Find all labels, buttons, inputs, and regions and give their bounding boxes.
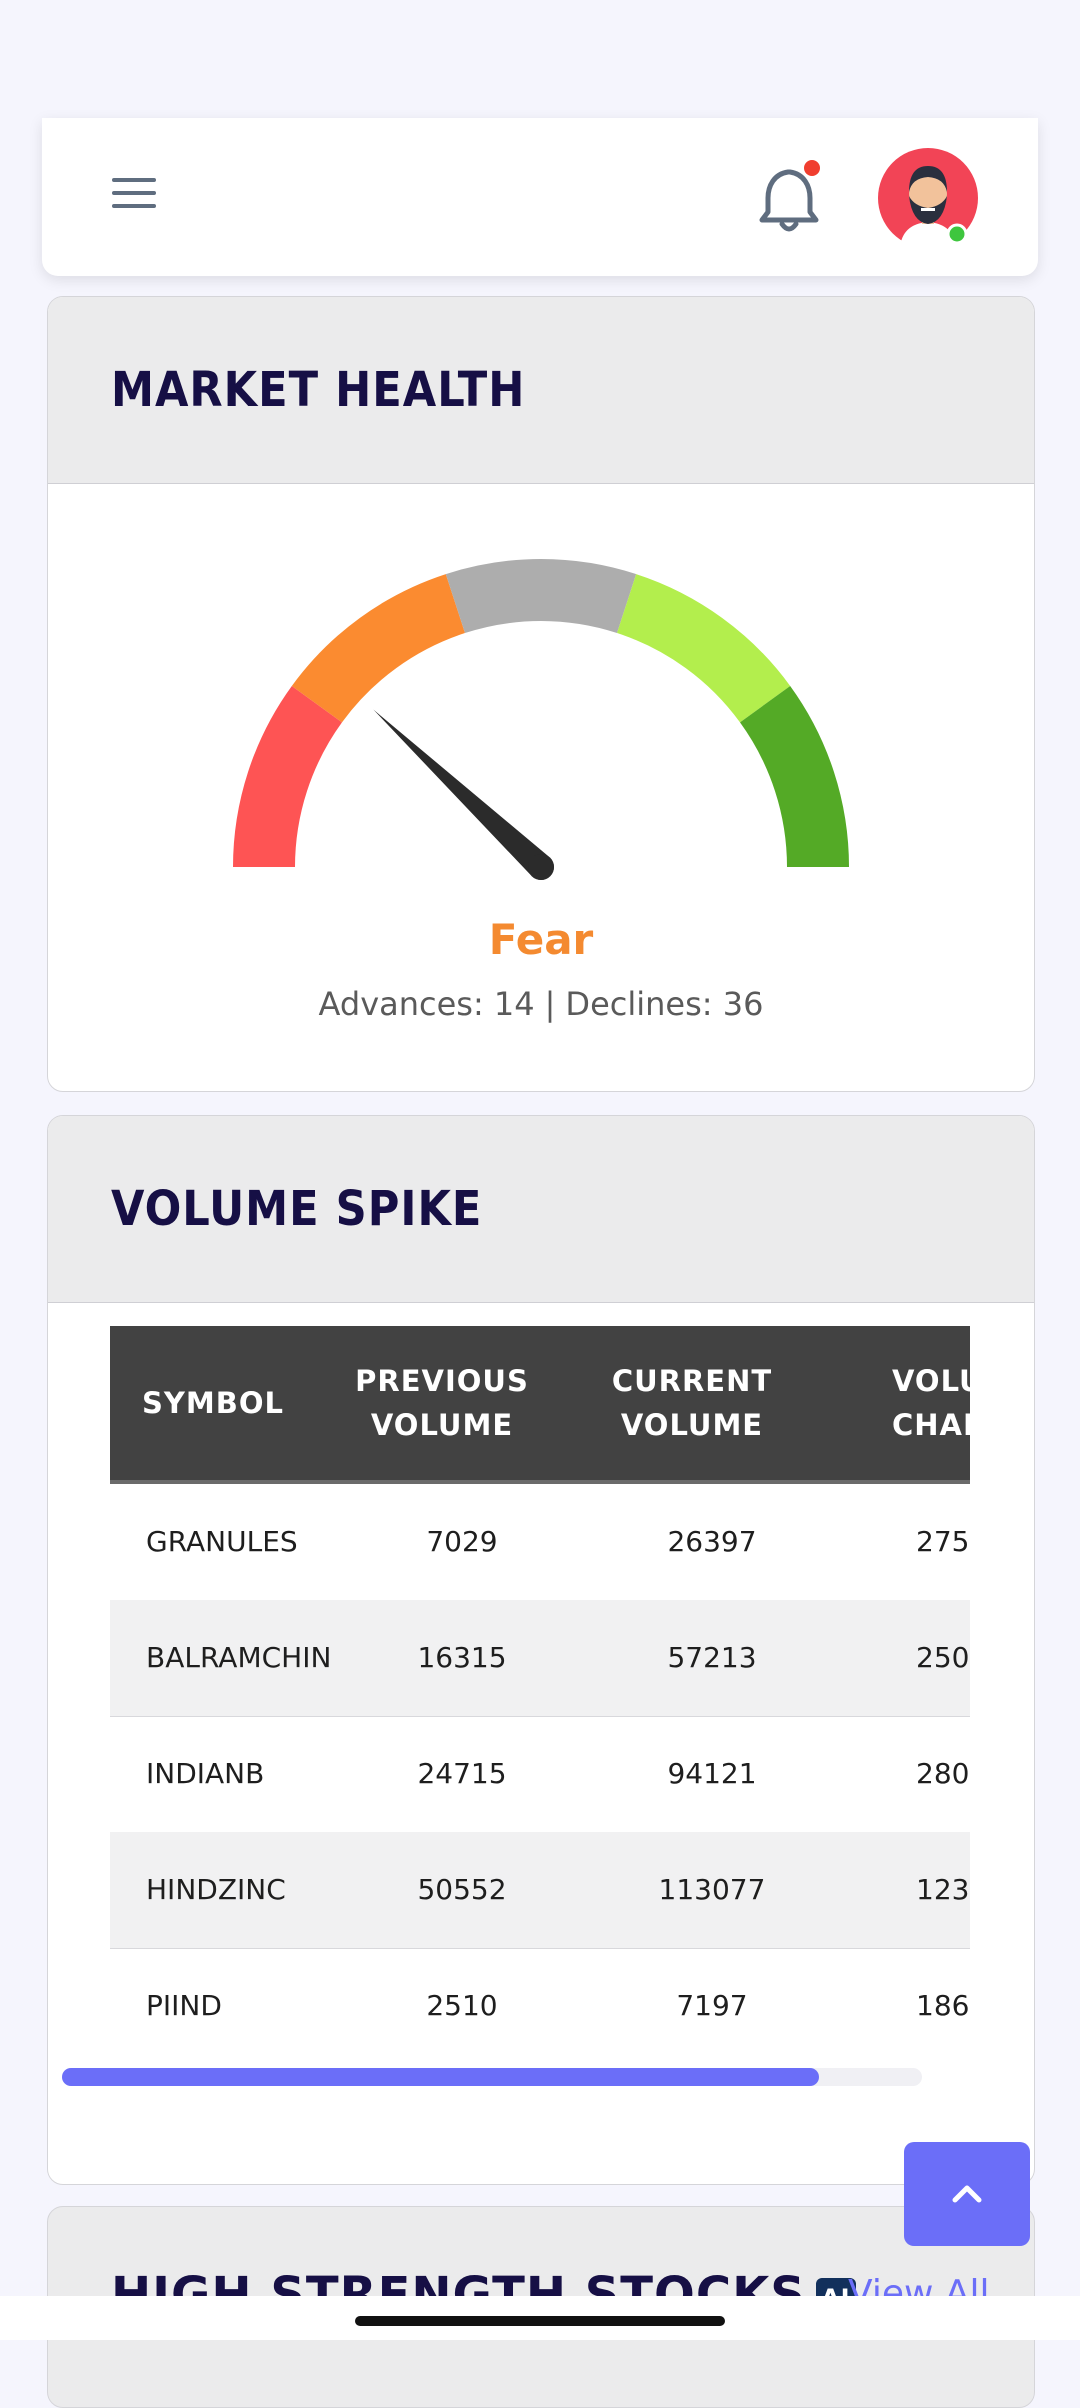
cell-volume-change: 186.	[916, 1989, 970, 2022]
hamburger-menu-icon[interactable]	[112, 178, 156, 212]
chevron-up-icon	[952, 2185, 982, 2203]
market-health-title: MARKET HEALTH	[111, 362, 526, 418]
notification-dot	[804, 160, 820, 176]
column-header-symbol[interactable]: SYMBOL	[142, 1386, 284, 1420]
table-row[interactable]: HINDZINC 50552 113077 123.	[110, 1832, 970, 1949]
cell-current-volume: 94121	[667, 1757, 757, 1790]
bell-icon[interactable]	[754, 158, 830, 238]
cell-volume-change: 250	[916, 1641, 970, 1674]
cell-volume-change: 275.	[916, 1525, 970, 1558]
market-health-header: MARKET HEALTH	[48, 297, 1034, 484]
sentiment-gauge	[233, 559, 849, 880]
scroll-to-top-button[interactable]	[904, 2142, 1030, 2246]
column-header-volume-change[interactable]: VOLUMECHANGE	[892, 1364, 970, 1442]
volume-spike-header: VOLUME SPIKE	[48, 1116, 1034, 1303]
market-health-card: MARKET HEALTH Fear Advances: 14 | Declines…	[47, 296, 1035, 1092]
gauge-needle	[373, 709, 554, 880]
table-row[interactable]: INDIANB 24715 94121 280.	[110, 1716, 970, 1833]
cell-previous-volume: 16315	[417, 1641, 507, 1674]
user-avatar[interactable]	[878, 148, 978, 248]
declines-count: Declines: 36	[565, 985, 764, 1023]
cell-current-volume: 26397	[667, 1525, 757, 1558]
sentiment-label: Fear	[488, 915, 594, 964]
cell-symbol: HINDZINC	[146, 1873, 286, 1906]
gauge-segment-2	[291, 574, 465, 723]
column-header-previous-volume[interactable]: PREVIOUS VOLUME	[355, 1364, 529, 1442]
scrollbar-thumb[interactable]	[62, 2068, 819, 2086]
separator: |	[544, 985, 556, 1023]
advances-count: Advances: 14	[318, 985, 535, 1023]
advances-declines-text: Advances: 14 | Declines: 36	[48, 985, 1034, 1023]
column-header-current-volume[interactable]: CURRENT VOLUME	[611, 1364, 773, 1442]
cell-previous-volume: 7029	[426, 1525, 498, 1558]
gauge-segment-1	[233, 685, 342, 867]
volume-spike-title: VOLUME SPIKE	[111, 1181, 483, 1237]
cell-symbol: PIIND	[146, 1989, 222, 2022]
gauge-segment-5	[740, 685, 849, 867]
status-bar-area	[0, 0, 1080, 118]
cell-symbol: BALRAMCHIN	[146, 1641, 332, 1674]
gauge-hub	[528, 854, 554, 880]
home-indicator	[355, 2316, 725, 2326]
table-horizontal-scrollbar[interactable]	[62, 2068, 922, 2086]
cell-previous-volume: 50552	[417, 1873, 507, 1906]
cell-volume-change: 123.	[916, 1873, 970, 1906]
cell-symbol: INDIANB	[146, 1757, 265, 1790]
gauge-segment-3	[445, 559, 637, 634]
app-header	[42, 118, 1038, 276]
cell-symbol: GRANULES	[146, 1525, 298, 1558]
table-row[interactable]: BALRAMCHIN 16315 57213 250	[110, 1600, 970, 1717]
cell-current-volume: 7197	[676, 1989, 748, 2022]
volume-spike-card: VOLUME SPIKE SYMBOL PREVIOUS VOLUME CURRE…	[47, 1115, 1035, 2185]
cell-current-volume: 113077	[658, 1873, 766, 1906]
table-row[interactable]: GRANULES 7029 26397 275.	[110, 1484, 970, 1601]
cell-current-volume: 57213	[667, 1641, 757, 1674]
table-row[interactable]: PIIND 2510 7197 186.	[110, 1948, 970, 2044]
cell-volume-change: 280.	[916, 1757, 970, 1790]
cell-previous-volume: 2510	[426, 1989, 498, 2022]
gauge-segment-4	[617, 574, 791, 723]
cell-previous-volume: 24715	[417, 1757, 507, 1790]
online-status-dot	[946, 223, 968, 245]
